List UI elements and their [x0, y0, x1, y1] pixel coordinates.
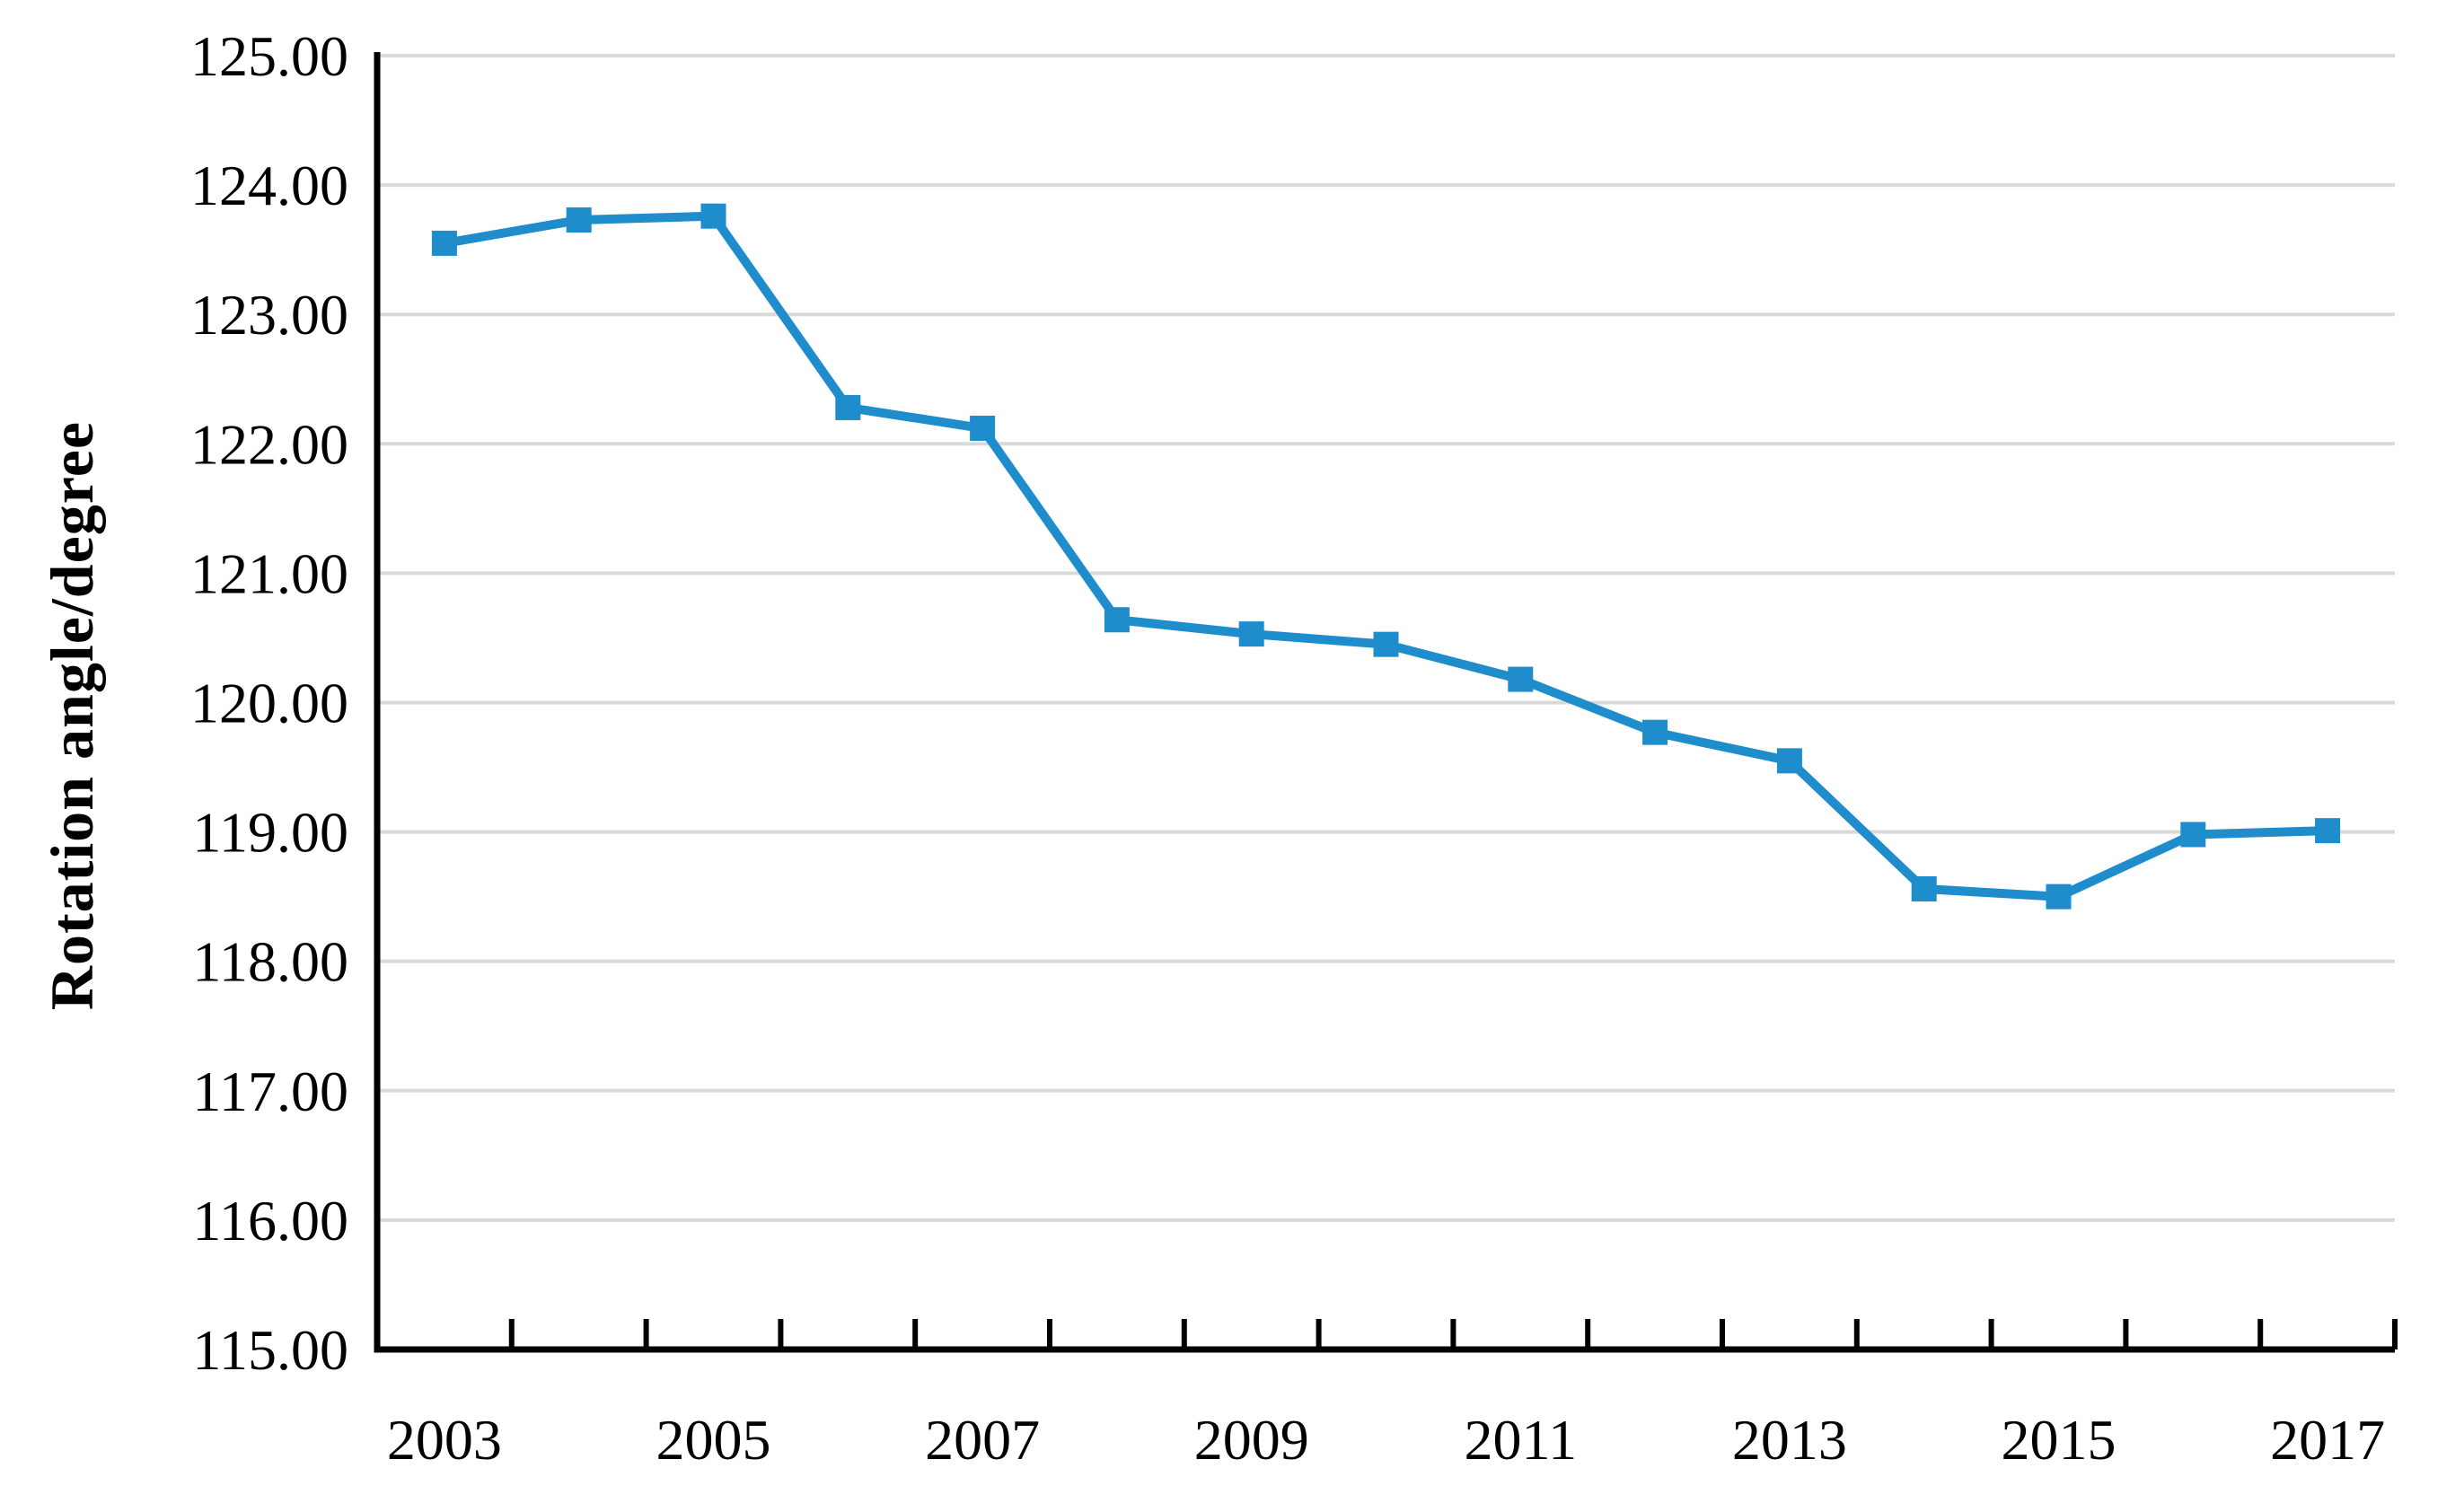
y-tick-label: 125.00: [190, 24, 348, 88]
y-tick-label: 118.00: [192, 930, 348, 994]
x-tick-label: 2015: [2002, 1408, 2116, 1472]
x-tick-label: 2017: [2270, 1408, 2385, 1472]
x-tick-label: 2005: [656, 1408, 771, 1472]
data-point-marker: [1911, 876, 1937, 902]
data-point-marker: [970, 416, 996, 442]
data-point-marker: [1104, 607, 1130, 633]
x-tick-label: 2007: [925, 1408, 1040, 1472]
x-tick-label: 2009: [1194, 1408, 1309, 1472]
data-point-marker: [1508, 666, 1534, 692]
data-point-marker: [1642, 719, 1668, 745]
data-point-marker: [566, 207, 592, 233]
data-point-marker: [700, 203, 726, 229]
data-point-marker: [431, 230, 457, 256]
x-tick-label: 2011: [1464, 1408, 1577, 1472]
y-tick-label: 119.00: [192, 801, 348, 865]
y-tick-label: 124.00: [190, 154, 348, 217]
data-point-marker: [1238, 621, 1264, 647]
y-tick-label: 120.00: [190, 672, 348, 735]
y-tick-label: 123.00: [190, 283, 348, 347]
y-tick-label: 121.00: [190, 541, 348, 605]
data-point-marker: [2315, 818, 2341, 844]
data-point-marker: [835, 394, 861, 420]
x-tick-label: 2003: [387, 1408, 502, 1472]
data-point-marker: [1373, 631, 1399, 657]
y-tick-label: 122.00: [190, 412, 348, 476]
x-tick-label: 2013: [1732, 1408, 1847, 1472]
y-tick-label: 116.00: [192, 1189, 348, 1253]
data-point-marker: [1776, 748, 1802, 774]
data-point-marker: [2046, 883, 2072, 910]
y-tick-label: 115.00: [192, 1318, 348, 1382]
y-tick-label: 117.00: [192, 1059, 348, 1123]
series-line: [439, 211, 2333, 901]
data-point-marker: [2180, 822, 2206, 848]
y-axis-title: Rotation angle/degree: [38, 420, 106, 1011]
